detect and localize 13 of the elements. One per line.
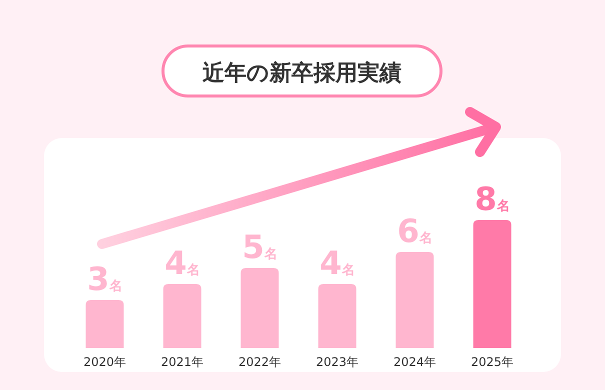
x-tick-label: 2020年: [83, 355, 126, 369]
data-label: 6名: [397, 212, 432, 250]
x-tick-label: 2022年: [238, 355, 282, 369]
data-label: 4名: [164, 244, 200, 282]
x-tick-label: 2021年: [160, 355, 204, 369]
data-label: 4名: [320, 244, 355, 282]
x-tick-label: 2024年: [393, 355, 436, 369]
x-tick-label: 2023年: [316, 355, 359, 369]
chart-title: 近年の新卒採用実績: [202, 60, 402, 86]
x-tick-label: 2025年: [470, 355, 514, 369]
data-label: 5名: [242, 228, 278, 266]
data-label: 3名: [87, 260, 122, 298]
data-label: 8名: [474, 180, 510, 218]
